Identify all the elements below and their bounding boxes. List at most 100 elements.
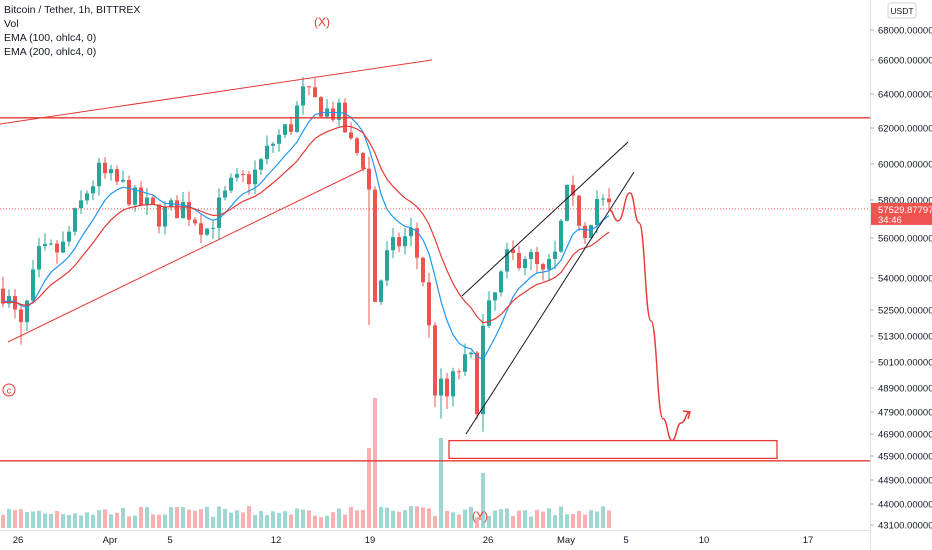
candle[interactable] <box>49 239 53 246</box>
candle[interactable] <box>589 224 593 240</box>
legend-ema200[interactable]: EMA (200, ohlc4, 0) <box>4 46 97 58</box>
candle[interactable] <box>289 116 293 136</box>
candle[interactable] <box>583 222 587 244</box>
candle[interactable] <box>457 368 461 380</box>
candle[interactable] <box>481 314 485 432</box>
candle[interactable] <box>451 367 455 407</box>
candle[interactable] <box>463 343 467 377</box>
volume-bar <box>253 514 257 528</box>
candle[interactable] <box>43 233 47 251</box>
candle[interactable] <box>229 173 233 194</box>
candle[interactable] <box>295 101 299 133</box>
candle[interactable] <box>529 249 533 270</box>
candle[interactable] <box>79 190 83 214</box>
candle[interactable] <box>19 306 23 345</box>
candle[interactable] <box>439 368 443 419</box>
candle[interactable] <box>379 279 383 305</box>
candle[interactable] <box>421 256 425 287</box>
candle[interactable] <box>355 136 359 156</box>
candle[interactable] <box>211 220 215 239</box>
candle[interactable] <box>415 222 419 270</box>
candle[interactable] <box>391 227 395 259</box>
candle[interactable] <box>97 157 101 196</box>
candle[interactable] <box>559 218 563 254</box>
candle[interactable] <box>553 240 557 270</box>
candle[interactable] <box>385 241 389 287</box>
candle[interactable] <box>409 218 413 247</box>
candle[interactable] <box>259 157 263 176</box>
candle[interactable] <box>151 194 155 205</box>
candle[interactable] <box>109 164 113 181</box>
candle[interactable] <box>241 170 245 183</box>
candle[interactable] <box>469 351 473 359</box>
candle[interactable] <box>205 228 209 236</box>
candle[interactable] <box>517 245 521 271</box>
candle[interactable] <box>313 78 317 98</box>
legend-symbol[interactable]: Bitcoin / Tether, 1h, BITTREX <box>4 4 141 16</box>
candle[interactable] <box>535 247 539 274</box>
candle[interactable] <box>331 101 335 123</box>
candle[interactable] <box>193 217 197 226</box>
candle[interactable] <box>505 242 509 279</box>
candle[interactable] <box>433 322 437 407</box>
candle[interactable] <box>163 200 167 235</box>
candle[interactable] <box>499 269 503 297</box>
candle[interactable] <box>349 122 353 140</box>
candle[interactable] <box>73 207 77 236</box>
candle[interactable] <box>235 168 239 182</box>
candle[interactable] <box>427 273 431 338</box>
candle[interactable] <box>325 98 329 119</box>
candle[interactable] <box>403 227 407 255</box>
candle[interactable] <box>67 225 71 247</box>
candle[interactable] <box>127 175 131 207</box>
candle[interactable] <box>301 76 305 115</box>
candle[interactable] <box>31 259 35 303</box>
candle[interactable] <box>283 124 287 139</box>
candle[interactable] <box>607 188 611 211</box>
candle[interactable] <box>145 187 149 216</box>
volume-bar <box>145 507 149 528</box>
candle[interactable] <box>397 232 401 253</box>
price-axis[interactable]: USDT 68000.00000 66000.00000 64000.00000 620… <box>870 2 932 532</box>
legend-volume[interactable]: Vol <box>4 18 19 30</box>
candle[interactable] <box>55 240 59 264</box>
candle[interactable] <box>445 372 449 409</box>
candle[interactable] <box>361 152 365 172</box>
candle[interactable] <box>511 240 515 261</box>
candle[interactable] <box>601 194 605 206</box>
candle[interactable] <box>547 253 551 280</box>
time-axis[interactable]: 26 Apr 5 12 19 26 May 5 10 17 <box>13 535 814 546</box>
candle[interactable] <box>373 186 377 302</box>
candle[interactable] <box>475 351 479 420</box>
candle[interactable] <box>577 195 581 232</box>
candle[interactable] <box>367 156 371 326</box>
candle[interactable] <box>265 135 269 165</box>
candle[interactable] <box>7 289 11 308</box>
candle[interactable] <box>523 256 527 276</box>
candle[interactable] <box>121 170 125 183</box>
candle[interactable] <box>61 231 65 254</box>
candle[interactable] <box>343 98 347 134</box>
candle[interactable] <box>13 289 17 319</box>
candle[interactable] <box>103 157 107 179</box>
candle[interactable] <box>139 181 143 207</box>
candle[interactable] <box>571 175 575 207</box>
candle[interactable] <box>199 214 203 243</box>
candle[interactable] <box>37 237 41 278</box>
support-zone-box[interactable] <box>448 439 778 460</box>
candle[interactable] <box>115 165 119 186</box>
candle[interactable] <box>85 190 89 205</box>
candle[interactable] <box>217 188 221 240</box>
legend-ema100[interactable]: EMA (100, ohlc4, 0) <box>4 32 97 44</box>
candle[interactable] <box>307 86 311 96</box>
candle[interactable] <box>223 186 227 201</box>
candle[interactable] <box>493 292 497 311</box>
candle[interactable] <box>91 180 95 201</box>
candle[interactable] <box>565 184 569 222</box>
candle-body <box>547 258 551 270</box>
candle[interactable] <box>271 141 275 153</box>
candle[interactable] <box>319 96 323 118</box>
candle[interactable] <box>277 129 281 152</box>
candle[interactable] <box>487 291 491 329</box>
